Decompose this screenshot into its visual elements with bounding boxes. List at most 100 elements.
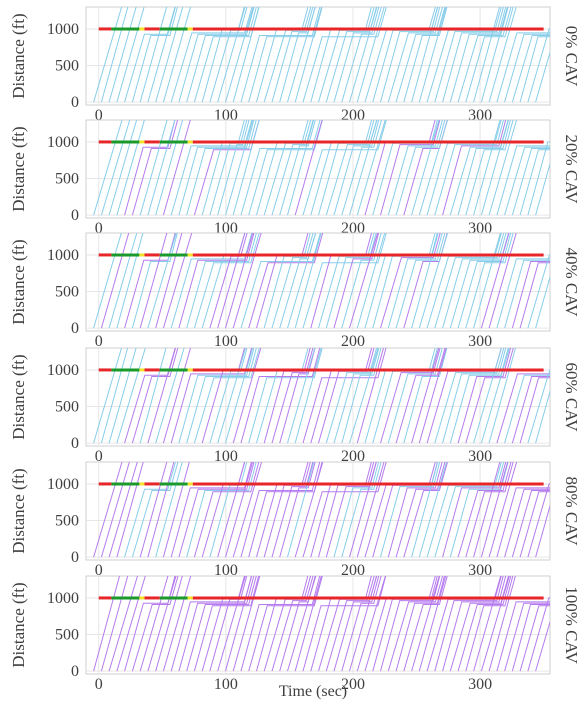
hv-trajectory [170, 7, 253, 103]
cav-trajectory [124, 576, 176, 672]
cav-trajectory [116, 576, 146, 672]
hv-trajectory [131, 233, 178, 329]
hv-trajectory [287, 120, 315, 216]
hv-trajectory [341, 233, 382, 329]
hv-trajectory [287, 7, 316, 103]
cav-trajectory [535, 620, 550, 672]
cav-trajectory [356, 462, 385, 558]
hv-trajectory [449, 462, 509, 558]
cav-trajectory [139, 462, 168, 558]
x-tick-label: 200 [341, 448, 365, 465]
hv-trajectory [108, 348, 137, 444]
y-tick-label: 0 [71, 207, 79, 224]
cav-trajectory [418, 576, 447, 672]
hv-trajectory [387, 233, 443, 329]
cav-trajectory [217, 233, 246, 329]
cav-trajectory [496, 601, 550, 672]
cav-trajectory [442, 120, 507, 216]
hv-trajectory [155, 120, 184, 216]
cav-trajectory [232, 348, 262, 444]
hv-trajectory [434, 120, 504, 216]
hv-trajectory [193, 233, 260, 329]
trajectory-group [93, 348, 550, 444]
hv-trajectory [457, 7, 512, 103]
y-axis-label: Distance (ft) [9, 468, 28, 553]
hv-trajectory [395, 7, 446, 103]
cav-trajectory [108, 576, 138, 672]
cav-trajectory [488, 576, 516, 672]
hv-trajectory [155, 462, 183, 558]
cav-trajectory [457, 348, 512, 444]
hv-trajectory [434, 7, 504, 103]
hv-trajectory [434, 348, 505, 444]
hv-trajectory [108, 7, 137, 103]
hv-trajectory [341, 7, 382, 103]
hv-trajectory [457, 120, 511, 216]
cav-trajectory [294, 462, 324, 558]
cav-trajectory [496, 373, 550, 444]
cav-trajectory [225, 233, 254, 329]
cav-trajectory [131, 348, 179, 444]
cav-trajectory [100, 233, 130, 329]
y-tick-label: 1000 [47, 134, 79, 151]
hv-trajectory [395, 120, 446, 216]
cav-trajectory [511, 490, 550, 558]
cav-trajectory [511, 604, 550, 672]
hv-trajectory [287, 348, 316, 444]
x-tick-label: 100 [214, 333, 238, 350]
hv-trajectory [395, 233, 446, 329]
cav-trajectory [480, 462, 509, 558]
cav-trajectory [488, 462, 518, 558]
hv-trajectory [147, 7, 176, 103]
hv-trajectory [442, 7, 507, 103]
cav-trajectory [193, 462, 260, 558]
hv-trajectory [139, 7, 168, 103]
x-tick-label: 300 [468, 676, 492, 693]
panel-label: 0% CAV [562, 26, 581, 87]
y-tick-label: 1000 [47, 362, 79, 379]
hv-trajectory [225, 7, 254, 103]
y-axis-label: Distance (ft) [9, 13, 28, 98]
x-tick-label: 100 [214, 448, 238, 465]
cav-trajectory [527, 597, 550, 672]
cav-trajectory [395, 576, 445, 672]
y-tick-label: 500 [55, 171, 79, 188]
hv-trajectory [535, 50, 550, 103]
cav-trajectory [349, 462, 377, 558]
x-tick-label: 0 [95, 676, 103, 693]
panel-6: 0 500 1000 0 100 200 300 Distance (ft) 100% CAV [9, 575, 581, 693]
y-tick-label: 500 [55, 627, 79, 644]
hv-trajectory [473, 233, 501, 329]
hv-trajectory [147, 120, 176, 216]
panel-label: 100% CAV [562, 586, 581, 664]
hv-trajectory [178, 120, 255, 216]
x-tick-label: 0 [95, 220, 103, 237]
cav-trajectory [488, 233, 517, 329]
hv-trajectory [294, 7, 323, 103]
hv-trajectory [178, 7, 255, 103]
cav-trajectory [519, 605, 550, 672]
hv-trajectory [271, 7, 314, 103]
cav-trajectory [380, 576, 441, 672]
cav-trajectory [271, 462, 314, 558]
hv-trajectory [519, 36, 550, 103]
hv-trajectory [411, 7, 439, 103]
hv-trajectory [294, 348, 322, 444]
panel-4: 0 500 1000 0 100 200 300 Distance (ft) 60% CAV [9, 347, 581, 465]
hv-trajectory [139, 348, 167, 444]
panel-label: 20% CAV [562, 134, 581, 204]
y-tick-label: 1000 [47, 590, 79, 607]
hv-trajectory [465, 233, 514, 329]
cav-trajectory [108, 462, 138, 558]
hv-trajectory [480, 7, 508, 103]
x-tick-label: 0 [95, 562, 103, 579]
cav-trajectory [387, 576, 444, 672]
hv-trajectory [325, 233, 377, 329]
cav-trajectory [155, 233, 183, 329]
cav-trajectory [147, 462, 175, 558]
hv-trajectory [535, 162, 550, 216]
cav-trajectory [504, 602, 550, 672]
hv-trajectory [217, 348, 246, 444]
cav-trajectory [496, 487, 550, 558]
